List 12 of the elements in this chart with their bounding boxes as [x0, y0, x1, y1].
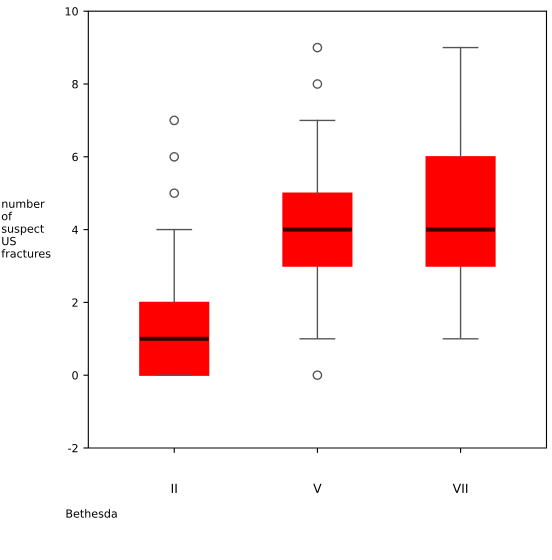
y-tick-label: 8 [72, 80, 78, 88]
y-tick-label: -2 [68, 444, 78, 452]
x-tick-label: V [313, 484, 322, 493]
x-axis-title: Bethesda [66, 509, 117, 518]
x-tick-label: II [172, 484, 177, 493]
y-tick-label: 0 [72, 371, 78, 380]
y-tick-label: 6 [72, 152, 78, 162]
y-axis-title: number of suspect US fractures [2, 199, 50, 258]
y-tick-label: 2 [72, 298, 78, 307]
y-tick-label: 4 [72, 226, 78, 234]
x-tick-label: VII [452, 484, 468, 493]
y-tick-label: 10 [66, 7, 78, 16]
